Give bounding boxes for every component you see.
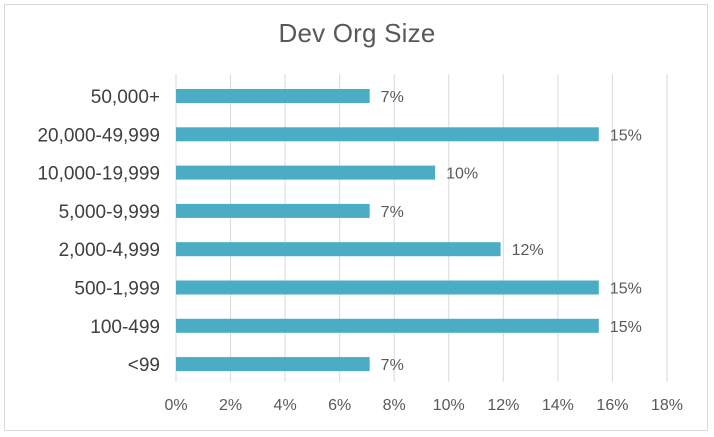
chart-title: Dev Org Size (278, 18, 436, 48)
x-tick-label: 2% (219, 397, 242, 414)
bars (176, 89, 599, 372)
x-tick-label: 0% (164, 397, 187, 414)
data-label: 10% (446, 166, 478, 183)
category-label: 500-1,999 (74, 279, 160, 300)
x-tick-label: 12% (487, 397, 519, 414)
x-tick-label: 4% (274, 397, 297, 414)
category-labels: 50,000+ 20,000-49,999 10,000-19,999 5,000-9… (37, 87, 160, 376)
bar (176, 203, 370, 218)
x-tick-label: 16% (596, 397, 628, 414)
data-label: 7% (381, 357, 404, 374)
x-tick-label: 18% (651, 397, 683, 414)
category-label: 5,000-9,999 (59, 202, 160, 223)
bar (176, 318, 599, 333)
x-tick-label: 10% (433, 397, 465, 414)
category-label: 10,000-19,999 (37, 164, 160, 185)
data-label: 15% (610, 281, 642, 298)
bar (176, 280, 599, 295)
data-label: 7% (381, 204, 404, 221)
gridlines (175, 74, 668, 382)
x-tick-labels: 0% 2% 4% 6% 8% 10% 12% 14% 16% 18% (164, 397, 683, 414)
bar (176, 127, 599, 142)
x-tick-label: 6% (328, 397, 351, 414)
category-label: <99 (128, 355, 160, 376)
x-tick-label: 14% (542, 397, 574, 414)
category-label: 100-499 (90, 317, 160, 338)
bar (176, 89, 370, 103)
data-label: 7% (381, 89, 404, 106)
bar (176, 357, 370, 372)
data-labels: 7% 15% 10% 7% 12% 15% 15% 7% (381, 89, 642, 374)
category-label: 50,000+ (91, 87, 160, 108)
category-label: 2,000-4,999 (59, 240, 160, 261)
x-tick-label: 8% (383, 397, 406, 414)
data-label: 12% (512, 242, 544, 259)
category-label: 20,000-49,999 (37, 125, 160, 146)
data-label: 15% (610, 319, 642, 336)
bar (176, 242, 501, 257)
data-label: 15% (610, 127, 642, 144)
bar (176, 165, 436, 180)
